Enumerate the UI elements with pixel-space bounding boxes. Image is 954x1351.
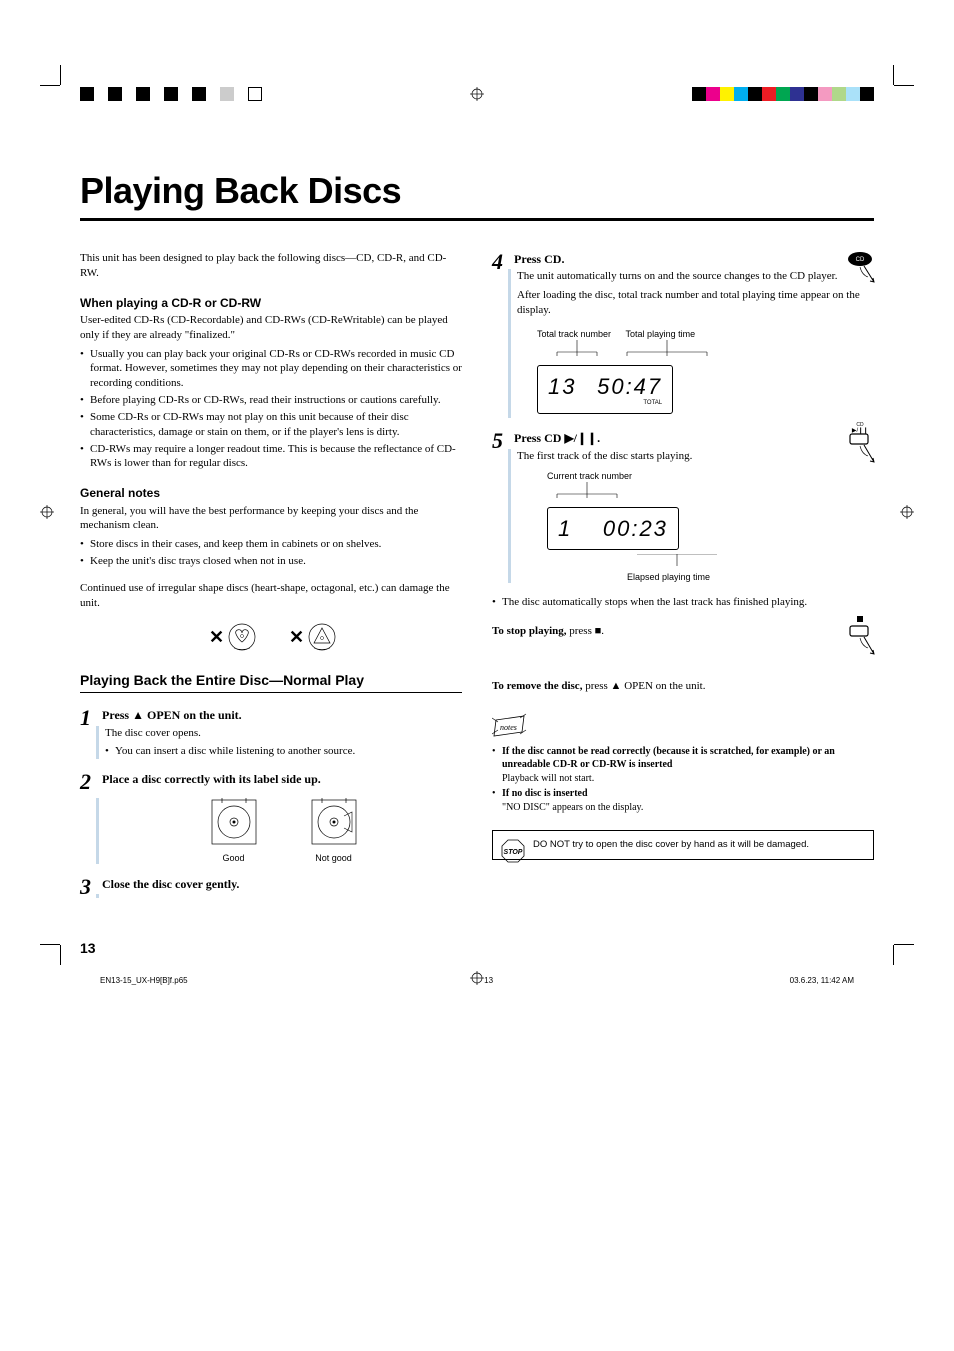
- title-rule: [80, 218, 874, 221]
- step-3: 3 Close the disc cover gently.: [80, 876, 462, 898]
- page-number: 13: [80, 940, 874, 956]
- step-4-text-a: The unit automatically turns on and the …: [517, 269, 874, 284]
- svg-text:STOP: STOP: [504, 849, 523, 856]
- display-current-track: 1: [558, 516, 572, 541]
- step-1-bullet: You can insert a disc while listening to…: [105, 744, 462, 759]
- general-notes-intro: In general, you will have the best perfo…: [80, 504, 462, 534]
- step-number: 1: [80, 703, 91, 733]
- bad-label: Not good: [315, 853, 352, 863]
- step-number: 3: [80, 872, 91, 902]
- warning-box: STOP DO NOT try to open the disc cover b…: [492, 830, 874, 860]
- list-item: CD-RWs may require a longer readout time…: [80, 442, 462, 472]
- irregular-disc-warning: Continued use of irregular shape discs (…: [80, 581, 462, 611]
- general-bullet-list: Store discs in their cases, and keep the…: [80, 537, 462, 569]
- svg-text:✕: ✕: [209, 627, 224, 647]
- display-playing: 1 00:23: [547, 507, 679, 551]
- section-heading: Playing Back the Entire Disc—Normal Play: [80, 671, 462, 694]
- footer-date: 03.6.23, 11:42 AM: [790, 976, 854, 985]
- step-1-head: Press ▲ OPEN on the unit.: [102, 707, 462, 723]
- current-track-label: Current track number: [547, 470, 632, 482]
- list-item: Before playing CD-Rs or CD-RWs, read the…: [80, 393, 462, 408]
- lead-lines-1: [537, 340, 757, 356]
- step-2: 2 Place a disc correctly with its label …: [80, 771, 462, 863]
- step-number: 5: [492, 426, 503, 456]
- total-time-label: Total playing time: [626, 328, 696, 340]
- irregular-disc-icons: ✕ ✕: [80, 621, 462, 653]
- step-2-head: Place a disc correctly with its label si…: [102, 771, 462, 787]
- step-4-head: Press CD.: [514, 251, 874, 267]
- step-1-text: The disc cover opens.: [105, 726, 462, 741]
- svg-text:notes: notes: [500, 723, 517, 732]
- cd-play-button-icon: CD ▶/❙❙: [840, 420, 882, 468]
- svg-text:✕: ✕: [289, 627, 304, 647]
- disc-bad: Not good: [304, 798, 364, 864]
- intro-text: This unit has been designed to play back…: [80, 251, 462, 281]
- step-number: 2: [80, 767, 91, 797]
- warning-text: DO NOT try to open the disc cover by han…: [533, 839, 809, 850]
- disc-good: Good: [204, 798, 264, 864]
- note-item: If the disc cannot be read correctly (be…: [492, 745, 874, 786]
- step-4-text-b: After loading the disc, total track numb…: [517, 288, 874, 318]
- good-label: Good: [222, 853, 244, 863]
- step-5-bullet-list: The disc automatically stops when the la…: [492, 595, 874, 610]
- lead-lines-3: [537, 554, 757, 570]
- right-column: 4 Press CD. CD The unit automatically tu…: [492, 251, 874, 910]
- list-item: Some CD-Rs or CD-RWs may not play on thi…: [80, 410, 462, 440]
- step-number: 4: [492, 247, 503, 277]
- svg-text:CD: CD: [856, 257, 865, 263]
- display-total: 13 50:47 TOTAL: [537, 365, 673, 415]
- display-total-time: 50:47: [597, 374, 662, 399]
- cd-button-icon: CD: [840, 247, 882, 289]
- step-5-head: Press CD ▶/❙❙.: [514, 430, 874, 446]
- list-item: Keep the unit's disc trays closed when n…: [80, 554, 462, 569]
- triangle-disc-icon: ✕: [286, 621, 336, 653]
- notes-list: If the disc cannot be read correctly (be…: [492, 745, 874, 815]
- stop-button-icon: [840, 614, 882, 660]
- stop-instruction: To stop playing, press ■.: [492, 624, 874, 639]
- step-4: 4 Press CD. CD The unit automatically tu…: [492, 251, 874, 418]
- footer: EN13-15_UX-H9[B]f.p65 13 03.6.23, 11:42 …: [80, 976, 874, 985]
- list-item: Usually you can play back your original …: [80, 347, 462, 392]
- cdr-intro: User-edited CD-Rs (CD-Recordable) and CD…: [80, 313, 462, 343]
- heart-disc-icon: ✕: [206, 621, 256, 653]
- step-1: 1 Press ▲ OPEN on the unit. The disc cov…: [80, 707, 462, 759]
- note-item: If no disc is inserted"NO DISC" appears …: [492, 787, 874, 814]
- general-notes-heading: General notes: [80, 485, 462, 501]
- list-item: The disc automatically stops when the la…: [492, 595, 874, 610]
- footer-filename: EN13-15_UX-H9[B]f.p65: [100, 976, 188, 985]
- total-indicator: TOTAL: [548, 399, 662, 407]
- notes-icon: notes: [492, 712, 532, 740]
- lead-lines-2: [537, 482, 757, 498]
- step-5: 5 Press CD ▶/❙❙. CD ▶/❙❙ The first track…: [492, 430, 874, 583]
- cdr-heading: When playing a CD-R or CD-RW: [80, 295, 462, 311]
- display-elapsed-time: 00:23: [603, 516, 668, 541]
- total-track-label: Total track number: [537, 328, 611, 340]
- remove-instruction: To remove the disc, press ▲ OPEN on the …: [492, 679, 874, 694]
- page-title: Playing Back Discs: [80, 170, 874, 212]
- elapsed-time-label: Elapsed playing time: [627, 571, 710, 583]
- list-item: Store discs in their cases, and keep the…: [80, 537, 462, 552]
- step-3-head: Close the disc cover gently.: [102, 876, 462, 892]
- left-column: This unit has been designed to play back…: [80, 251, 462, 910]
- footer-page: 13: [484, 976, 493, 985]
- stop-sign-icon: STOP: [501, 839, 525, 863]
- step-5-text: The first track of the disc starts playi…: [517, 449, 874, 464]
- cdr-bullet-list: Usually you can play back your original …: [80, 347, 462, 472]
- svg-text:▶/❙❙: ▶/❙❙: [852, 427, 868, 434]
- display-track-count: 13: [548, 374, 576, 399]
